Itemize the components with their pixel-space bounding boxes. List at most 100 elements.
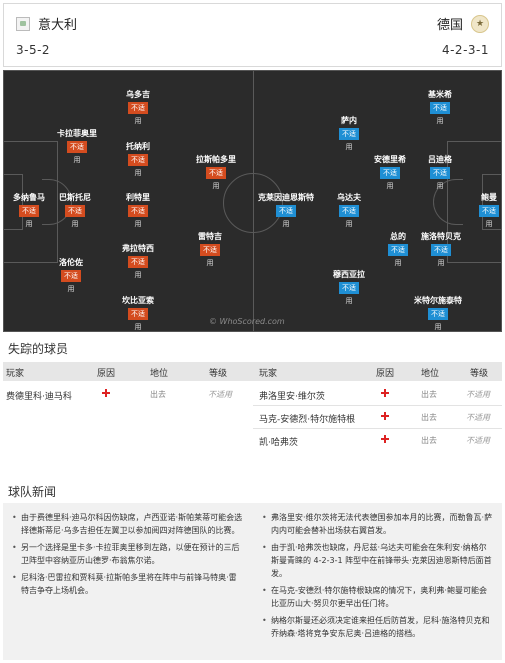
status-badge: 不适	[200, 244, 220, 256]
watermark: © WhoScored.com	[209, 317, 285, 326]
status-badge: 不适	[128, 256, 148, 268]
status-badge: 不适	[128, 154, 148, 166]
col-level-left: 等级	[209, 369, 228, 379]
center-circle	[223, 173, 283, 233]
home-player[interactable]: 乌多吉 不适 用	[126, 90, 150, 125]
news-item: 由于费德里科·迪马尔科因伤缺席，卢西亚诺·斯帕莱蒂可能会选择德斯蒂尼·乌多吉担任…	[11, 511, 243, 537]
row-divider	[253, 428, 502, 429]
home-flag-icon	[16, 16, 30, 31]
player-name[interactable]: 凯·哈弗茨	[259, 438, 298, 448]
status-badge: 不适	[128, 102, 148, 114]
away-player[interactable]: 穆西亚拉 不适 用	[333, 270, 365, 305]
home-player[interactable]: 雷特吉 不适 用	[198, 232, 222, 267]
table-row[interactable]: 凯·哈弗茨 出去 不适用	[253, 430, 502, 450]
player-level: 不适用	[466, 413, 490, 422]
home-player[interactable]: 托纳利 不适 用	[126, 142, 150, 177]
player-level: 不适用	[466, 436, 490, 445]
col-reason-left: 原因	[97, 369, 116, 379]
home-formation: 3-5-2	[16, 43, 51, 57]
status-badge: 不适	[61, 270, 81, 282]
status-badge: 不适	[380, 167, 400, 179]
news-item: 由于凯·哈弗茨也缺席，丹尼兹·乌达夫可能会在朱利安·纳格尔斯曼青睐的 4-2-3…	[261, 541, 493, 580]
news-item: 另一个选择是里卡多·卡拉菲奥里移到左路，以便在预计的三后卫阵型中容纳亚历山德罗·…	[11, 541, 243, 567]
status-badge: 不适	[67, 141, 87, 153]
table-row[interactable]: 弗洛里安·维尔茨 出去 不适用	[253, 384, 502, 404]
away-team: 德国 ★ 4-2-3-1	[437, 14, 489, 57]
away-crest-icon: ★	[471, 14, 489, 33]
player-name[interactable]: 弗洛里安·维尔茨	[259, 392, 325, 402]
player-name[interactable]: 费德里科·迪马科	[6, 392, 72, 402]
news-item: 尼科洛·巴雷拉和贾科莫·拉斯帕多里将在阵中与前锋马特奥·雷特吉争夺上场机会。	[11, 571, 243, 597]
home-player[interactable]: 拉斯帕多里 不适 用	[196, 155, 236, 190]
table-row[interactable]: 马克-安德烈·特尔施特根 出去 不适用	[253, 407, 502, 427]
goal-area-left	[4, 174, 23, 230]
player-status: 出去	[421, 390, 437, 399]
home-player[interactable]: 坎比亚索 不适 用	[122, 296, 154, 331]
home-player[interactable]: 利特里 不适 用	[126, 193, 150, 228]
news-item: 弗洛里安·维尔茨将无法代表德国参加本月的比赛，而勒鲁瓦·萨内内可能会替补出场获右…	[261, 511, 493, 537]
player-status: 出去	[421, 436, 437, 445]
status-badge: 不适	[388, 244, 408, 256]
lineup-pitch: 乌多吉 不适 用 卡拉菲奥里 不适 用 托纳利 不适 用 拉斯帕多里 不适 用 …	[3, 70, 502, 332]
news-item: 在马克-安德烈·特尔施特根缺席的情况下，奥利弗·鲍曼可能会比亚历山大·努贝尔更早…	[261, 584, 493, 610]
away-player[interactable]: 吕迪格 不适 用	[428, 155, 452, 190]
match-header: 意大利 3-5-2 德国 ★ 4-2-3-1	[3, 3, 502, 67]
table-row[interactable]: 费德里科·迪马科 出去 不适用	[3, 384, 253, 404]
status-badge: 不适	[339, 282, 359, 294]
home-player[interactable]: 巴斯托尼 不适 用	[59, 193, 91, 228]
col-player-right: 玩家	[259, 369, 278, 379]
status-badge: 不适	[431, 244, 451, 256]
status-badge: 不适	[479, 205, 499, 217]
away-player[interactable]: 基米希 不适 用	[428, 90, 452, 125]
away-player[interactable]: 鲍曼 不适 用	[479, 193, 499, 228]
goal-area-right	[482, 174, 501, 230]
injury-icon	[381, 389, 389, 400]
status-badge: 不适	[19, 205, 39, 217]
status-badge: 不适	[206, 167, 226, 179]
away-player[interactable]: 萨内 不适 用	[339, 116, 359, 151]
home-player[interactable]: 卡拉菲奥里 不适 用	[57, 129, 97, 164]
row-divider	[253, 405, 502, 406]
col-status-left: 地位	[150, 369, 169, 379]
col-reason-right: 原因	[376, 369, 395, 379]
player-level: 不适用	[208, 390, 232, 399]
col-player-left: 玩家	[6, 369, 25, 379]
player-status: 出去	[150, 390, 166, 399]
home-team-name[interactable]: 意大利	[38, 18, 78, 33]
missing-players-table: 玩家 原因 地位 等级 玩家 原因 地位 等级 费德里科·迪马科 出去 不适用 …	[3, 362, 502, 454]
injury-icon	[102, 389, 110, 400]
away-team-name[interactable]: 德国	[436, 18, 463, 33]
away-player[interactable]: 乌达夫 不适 用	[337, 193, 361, 228]
status-badge: 不适	[339, 205, 359, 217]
col-level-right: 等级	[470, 369, 489, 379]
home-news-column: 由于费德里科·迪马尔科因伤缺席，卢西亚诺·斯帕莱蒂可能会选择德斯蒂尼·乌多吉担任…	[11, 511, 243, 601]
home-team: 意大利 3-5-2	[16, 14, 77, 57]
status-badge: 不适	[65, 205, 85, 217]
missing-players-title: 失踪的球员	[8, 342, 69, 356]
player-level: 不适用	[466, 390, 490, 399]
status-badge: 不适	[339, 128, 359, 140]
status-badge: 不适	[128, 205, 148, 217]
away-player[interactable]: 米特尔施泰特 不适 用	[414, 296, 462, 331]
away-player[interactable]: 施洛特贝克 不适 用	[421, 232, 461, 267]
player-status: 出去	[421, 413, 437, 422]
status-badge: 不适	[430, 167, 450, 179]
table-header: 玩家 原因 地位 等级 玩家 原因 地位 等级	[3, 362, 502, 381]
status-badge: 不适	[430, 102, 450, 114]
status-badge: 不适	[276, 205, 296, 217]
injury-icon	[381, 412, 389, 423]
team-news-title: 球队新闻	[8, 485, 57, 499]
home-player[interactable]: 多纳鲁马 不适 用	[13, 193, 45, 228]
status-badge: 不适	[128, 308, 148, 320]
away-player[interactable]: 安德里希 不适 用	[374, 155, 406, 190]
status-badge: 不适	[428, 308, 448, 320]
home-player[interactable]: 洛伦佐 不适 用	[59, 258, 83, 293]
away-player[interactable]: 总的 不适 用	[388, 232, 408, 267]
away-player[interactable]: 克莱因迪恩斯特 不适 用	[258, 193, 314, 228]
injury-icon	[381, 435, 389, 446]
news-item: 纳格尔斯曼还必须决定谁来担任后防首发，尼科·施洛特贝克和乔纳森·塔将竞争安东尼奥…	[261, 614, 493, 640]
home-player[interactable]: 弗拉特西 不适 用	[122, 244, 154, 279]
away-news-column: 弗洛里安·维尔茨将无法代表德国参加本月的比赛，而勒鲁瓦·萨内内可能会替补出场获右…	[261, 511, 493, 644]
player-name[interactable]: 马克-安德烈·特尔施特根	[259, 415, 356, 425]
col-status-right: 地位	[421, 369, 440, 379]
